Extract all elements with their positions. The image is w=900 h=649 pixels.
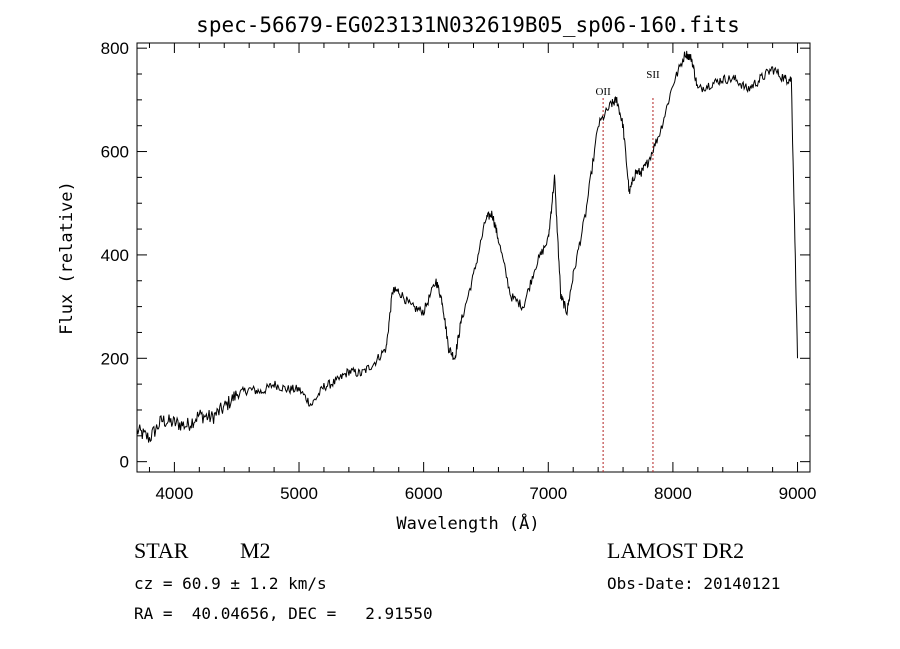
y-tick-label: 600 — [101, 143, 129, 162]
x-axis-label: Wavelength (Å) — [396, 512, 539, 534]
y-tick-label: 800 — [101, 39, 129, 58]
axis-ticks: 4000 5000 6000 7000 8000 9000 0 200 400 600 800 — [101, 39, 817, 503]
line-markers: OII SII — [595, 69, 660, 472]
x-tick-label: 9000 — [779, 484, 817, 503]
x-tick-label: 5000 — [280, 484, 318, 503]
spectrum-line — [136, 50, 798, 443]
obs-date-text: Obs-Date: 20140121 — [607, 574, 781, 593]
survey-label: LAMOST DR2 — [607, 538, 745, 563]
object-class: STAR — [134, 538, 189, 563]
plot-frame — [136, 42, 811, 473]
line-marker-label: OII — [595, 86, 611, 98]
x-tick-label: 6000 — [405, 484, 443, 503]
chart-title: spec-56679-EG023131N032619B05_sp06-160.f… — [196, 13, 740, 37]
x-tick-label: 8000 — [654, 484, 692, 503]
y-axis-label: Flux (relative) — [57, 181, 77, 335]
x-tick-label: 7000 — [529, 484, 567, 503]
coordinates-text: RA = 40.04656, DEC = 2.91550 — [134, 604, 433, 623]
y-tick-label: 0 — [120, 453, 129, 472]
y-tick-label: 400 — [101, 246, 129, 265]
redshift-text: cz = 60.9 ± 1.2 km/s — [134, 574, 327, 593]
line-marker-label: SII — [646, 69, 660, 81]
object-subclass: M2 — [240, 538, 271, 563]
y-tick-label: 200 — [101, 349, 129, 368]
x-tick-label: 4000 — [155, 484, 193, 503]
